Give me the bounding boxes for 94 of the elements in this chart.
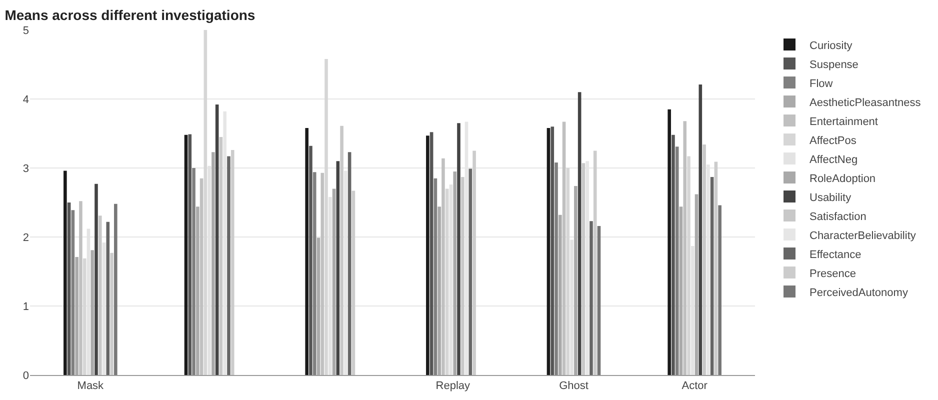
bar	[558, 214, 562, 375]
bar	[438, 206, 441, 375]
bar	[702, 144, 706, 375]
bar	[430, 132, 434, 375]
bar	[192, 168, 196, 375]
bar	[472, 150, 476, 375]
legend-label: Satisfaction	[810, 210, 866, 223]
bar	[324, 58, 328, 375]
x-tick-label: Replay	[436, 380, 471, 392]
bar	[200, 178, 204, 375]
bar	[110, 252, 114, 375]
bar	[320, 172, 324, 375]
chart-title: Means across different investigations	[4, 6, 256, 23]
legend-label: Effectance	[810, 248, 862, 261]
bar	[67, 202, 71, 375]
bar	[718, 205, 722, 375]
bar	[352, 190, 356, 375]
bar	[468, 168, 472, 375]
bar	[219, 136, 223, 375]
legend-label: Presence	[810, 268, 856, 280]
bar	[305, 128, 308, 375]
bar	[348, 152, 352, 375]
legend-label: AffectPos	[810, 134, 857, 147]
bar	[453, 171, 457, 375]
x-tick-label: Actor	[682, 380, 708, 392]
bar	[336, 161, 340, 375]
y-tick-label: 4	[22, 94, 29, 106]
bar	[679, 206, 683, 375]
bar	[212, 152, 215, 375]
bar	[79, 201, 82, 375]
bar	[710, 176, 714, 375]
bar	[75, 257, 78, 375]
legend-label: PerceivedAutonomy	[810, 286, 908, 299]
y-tick-label: 3	[22, 162, 29, 175]
bar	[672, 134, 675, 375]
bar	[582, 163, 586, 375]
legend-label: RoleAdoption	[810, 172, 876, 185]
bar	[597, 226, 601, 375]
bar	[114, 204, 118, 375]
bar	[683, 121, 687, 375]
bar	[550, 126, 554, 375]
bar	[227, 156, 230, 375]
bar	[82, 258, 86, 375]
bar	[71, 210, 75, 375]
bar	[98, 216, 102, 375]
bar	[106, 222, 110, 375]
bar	[714, 162, 718, 375]
legend-label: AffectNeg	[810, 154, 858, 166]
y-tick-label: 2	[22, 232, 29, 244]
bar	[309, 146, 312, 375]
bar	[316, 238, 320, 375]
bar	[434, 178, 438, 375]
bar	[312, 172, 316, 375]
bar	[574, 186, 578, 375]
bar	[668, 109, 671, 375]
y-tick-label: 1	[22, 300, 29, 313]
bar	[196, 206, 200, 375]
bar	[694, 194, 698, 375]
y-tick-label: 0	[22, 370, 29, 382]
legend-label: Entertainment	[810, 116, 878, 128]
bar	[578, 92, 582, 375]
bar	[687, 156, 690, 375]
legend-label: Flow	[810, 78, 833, 90]
legend-label: AestheticPleasantness	[810, 96, 922, 109]
bar	[566, 168, 570, 375]
bar	[94, 184, 98, 375]
bar	[215, 104, 219, 375]
bar	[426, 136, 430, 375]
bar	[184, 134, 188, 375]
bar	[675, 146, 679, 375]
bar	[64, 170, 67, 375]
bar	[554, 162, 558, 375]
bar	[593, 150, 597, 375]
y-tick-label: 5	[22, 24, 29, 37]
legend-label: Usability	[810, 192, 852, 204]
x-tick-label: Ghost	[559, 380, 588, 392]
legend-label: Curiosity	[810, 40, 853, 52]
legend-label: Suspense	[810, 58, 858, 71]
bar	[230, 150, 234, 375]
bar	[460, 176, 464, 375]
bar	[90, 250, 94, 375]
bar	[562, 122, 566, 375]
bar	[445, 188, 449, 375]
bar	[332, 188, 336, 375]
bar	[698, 84, 702, 375]
bar	[457, 123, 460, 375]
x-tick-label: Mask	[77, 380, 104, 392]
bar	[340, 126, 344, 375]
bar	[188, 134, 192, 375]
legend-label: CharacterBelievability	[810, 230, 916, 242]
bar	[590, 221, 593, 375]
bar	[442, 158, 445, 375]
bar	[546, 128, 550, 375]
bar	[204, 30, 208, 375]
